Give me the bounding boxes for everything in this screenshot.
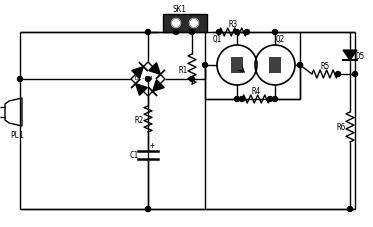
Text: PL1: PL1 <box>10 130 24 139</box>
Polygon shape <box>136 84 147 96</box>
Text: D5: D5 <box>355 51 365 60</box>
Text: R3: R3 <box>228 20 238 28</box>
Circle shape <box>244 30 250 35</box>
Text: SK1: SK1 <box>172 5 186 13</box>
Text: D1-D4: D1-D4 <box>135 75 153 80</box>
Bar <box>231 58 243 74</box>
Circle shape <box>189 20 198 28</box>
Circle shape <box>145 207 150 212</box>
Circle shape <box>267 97 273 102</box>
Circle shape <box>203 63 207 68</box>
Circle shape <box>145 77 150 82</box>
Circle shape <box>273 97 278 102</box>
Text: R1: R1 <box>178 65 188 74</box>
Polygon shape <box>153 80 164 92</box>
Text: R2: R2 <box>134 115 144 124</box>
Text: C1: C1 <box>129 151 139 160</box>
Bar <box>269 58 281 74</box>
Circle shape <box>273 30 278 35</box>
Polygon shape <box>132 67 143 79</box>
Circle shape <box>18 77 22 82</box>
Bar <box>163 15 207 33</box>
Circle shape <box>352 72 357 77</box>
Circle shape <box>189 30 194 35</box>
Text: Q1: Q1 <box>212 34 222 43</box>
Circle shape <box>348 207 352 212</box>
Polygon shape <box>149 63 160 75</box>
Circle shape <box>239 97 244 102</box>
Circle shape <box>235 30 239 35</box>
Text: R4: R4 <box>251 86 261 95</box>
Circle shape <box>298 63 303 68</box>
Circle shape <box>145 30 150 35</box>
Circle shape <box>145 207 150 212</box>
Polygon shape <box>343 51 357 61</box>
Circle shape <box>298 63 303 68</box>
Circle shape <box>216 30 222 35</box>
Circle shape <box>335 72 341 77</box>
Circle shape <box>172 20 181 28</box>
Text: R5: R5 <box>320 61 330 70</box>
Text: +: + <box>150 141 154 150</box>
Circle shape <box>173 30 179 35</box>
Circle shape <box>189 77 194 82</box>
Circle shape <box>235 97 239 102</box>
Text: R6: R6 <box>336 123 346 132</box>
Text: Q2: Q2 <box>275 34 285 43</box>
